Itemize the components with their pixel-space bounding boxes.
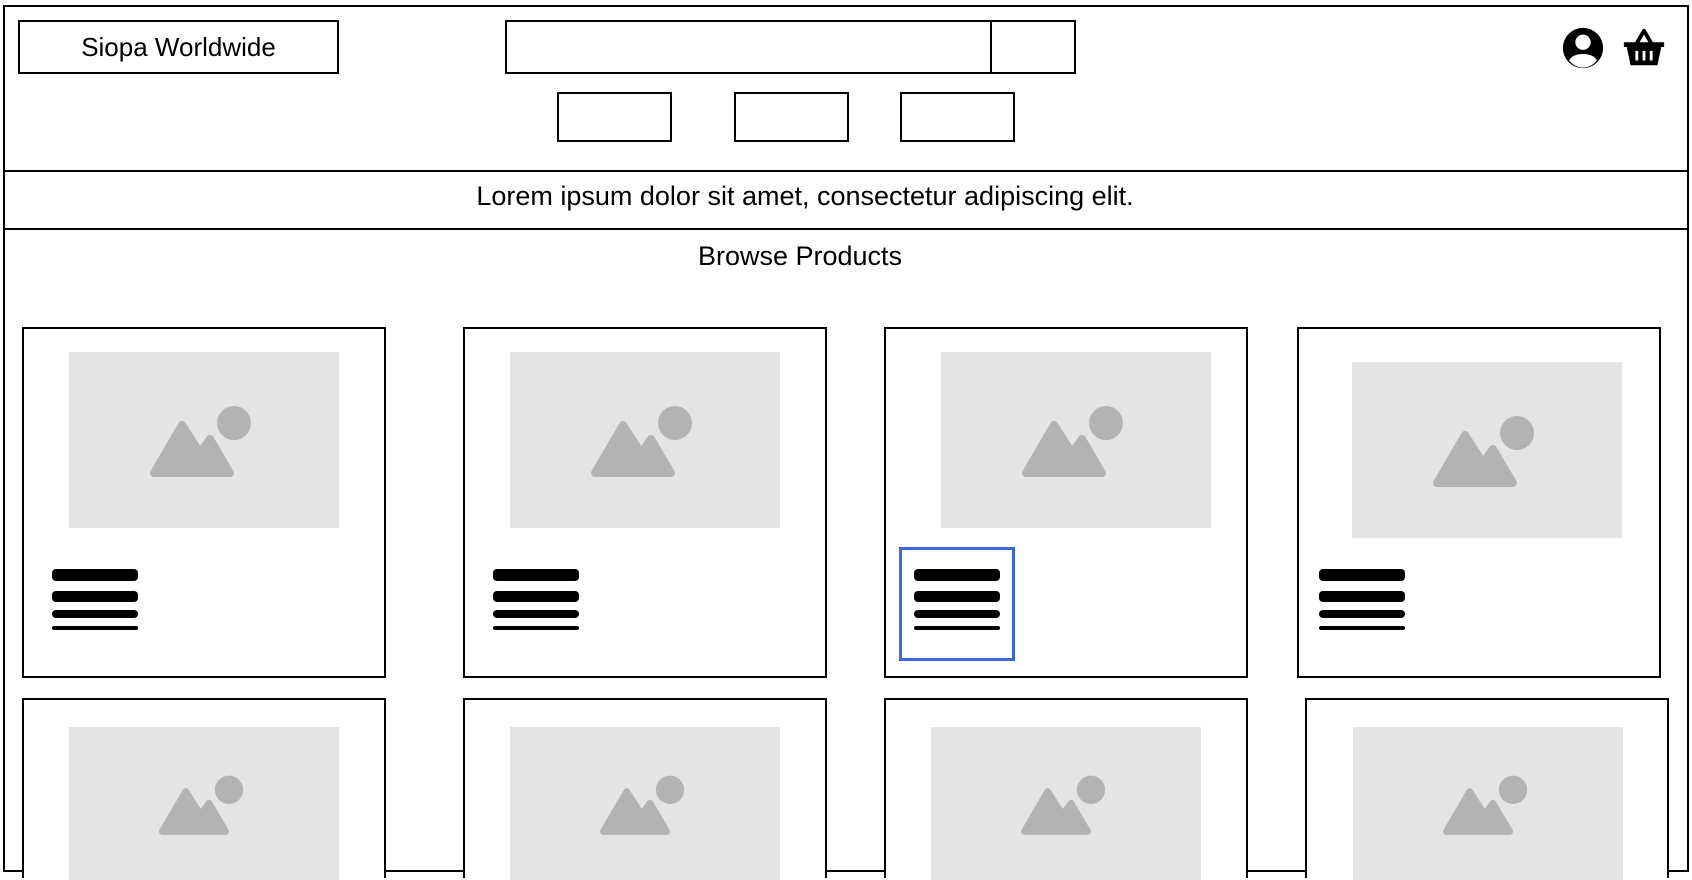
nav-button-1[interactable] — [557, 92, 672, 142]
image-placeholder-icon — [1353, 727, 1623, 880]
image-placeholder-icon — [510, 727, 780, 880]
header-divider — [3, 170, 1689, 172]
site-logo-text: Siopa Worldwide — [81, 31, 276, 62]
product-card-7[interactable] — [884, 698, 1248, 880]
image-placeholder-icon — [510, 352, 780, 528]
product-card-3[interactable] — [884, 327, 1248, 678]
image-placeholder-icon — [1352, 362, 1622, 538]
nav-button-2[interactable] — [734, 92, 849, 142]
product-card-1[interactable] — [22, 327, 386, 678]
product-card-8[interactable] — [1305, 698, 1669, 880]
promo-banner-text: Lorem ipsum dolor sit amet, consectetur … — [476, 181, 1134, 211]
text-lines-icon — [52, 569, 138, 630]
image-placeholder-icon — [69, 352, 339, 528]
text-lines-icon — [1319, 569, 1405, 630]
browse-products-title: Browse Products — [697, 241, 903, 271]
text-lines-icon — [914, 569, 1000, 630]
product-card-5[interactable] — [22, 698, 386, 880]
text-lines-icon — [493, 569, 579, 630]
site-logo[interactable]: Siopa Worldwide — [18, 20, 339, 74]
nav-button-3[interactable] — [900, 92, 1015, 142]
image-placeholder-icon — [941, 352, 1211, 528]
shopping-basket-icon[interactable] — [1621, 25, 1667, 71]
account-circle-icon[interactable] — [1560, 25, 1606, 71]
product-card-4[interactable] — [1297, 327, 1661, 678]
image-placeholder-icon — [931, 727, 1201, 880]
search-button[interactable] — [990, 20, 1076, 74]
product-card-6[interactable] — [463, 698, 827, 880]
image-placeholder-icon — [69, 727, 339, 880]
selection-highlight — [899, 547, 1015, 661]
page-frame — [3, 5, 1689, 872]
banner-divider — [3, 228, 1689, 230]
search-input[interactable] — [505, 20, 992, 74]
product-card-2[interactable] — [463, 327, 827, 678]
